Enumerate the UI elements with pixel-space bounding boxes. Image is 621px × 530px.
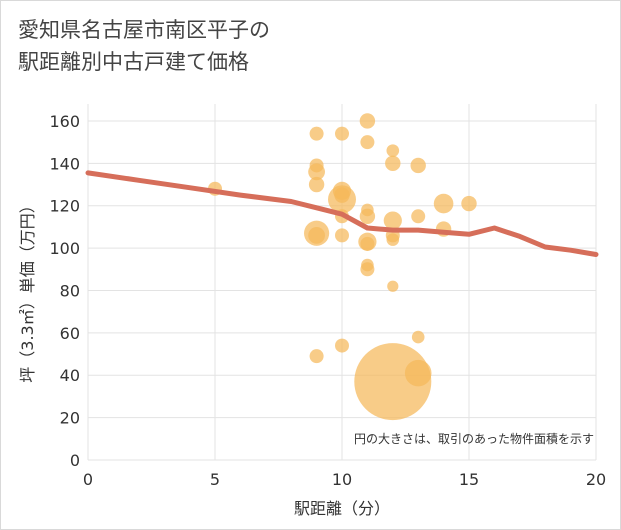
bubble-size-note: 円の大きさは、取引のあった物件面積を示す <box>354 431 594 446</box>
x-tick-label: 10 <box>332 470 352 489</box>
data-bubble <box>386 144 400 157</box>
x-tick-labels: 0 5 10 15 20 <box>83 470 606 489</box>
chart-title-line-2: 駅距離別中古戸建て価格 <box>18 50 249 74</box>
data-bubble <box>360 262 375 277</box>
y-tick-label: 60 <box>60 324 80 343</box>
data-bubble <box>309 126 324 141</box>
x-tick-label: 0 <box>83 470 93 489</box>
trend-line <box>85 170 599 257</box>
data-bubble <box>335 126 349 141</box>
y-tick-labels: 0 20 40 60 80 100 120 140 160 <box>49 112 80 470</box>
y-tick-label: 20 <box>60 409 80 428</box>
chart-title-line-1: 愛知県名古屋市南区平子の <box>18 18 270 42</box>
data-bubble <box>461 195 477 212</box>
data-bubble <box>335 338 349 353</box>
data-bubble <box>359 113 376 129</box>
y-axis-title: 坪（3.3㎡）単価（万円） <box>18 197 37 382</box>
data-bubble <box>328 185 356 214</box>
data-bubble <box>360 236 375 251</box>
data-bubble <box>335 228 349 243</box>
y-tick-label: 140 <box>49 154 80 173</box>
data-bubble <box>411 330 425 344</box>
y-tick-label: 120 <box>49 197 80 216</box>
y-tick-label: 40 <box>60 366 80 385</box>
y-tick-label: 160 <box>49 112 80 131</box>
data-bubble <box>411 209 426 224</box>
data-bubble <box>383 211 402 230</box>
data-bubble <box>309 349 324 364</box>
x-tick-label: 20 <box>586 470 606 489</box>
data-bubble <box>308 176 325 193</box>
chart-title: 愛知県名古屋市南区平子の 駅距離別中古戸建て価格 <box>18 14 270 78</box>
x-tick-label: 15 <box>459 470 479 489</box>
data-bubble <box>387 280 399 292</box>
data-bubble <box>433 193 454 214</box>
data-bubble <box>404 359 432 387</box>
data-bubble <box>308 226 325 244</box>
x-tick-label: 5 <box>210 470 220 489</box>
y-tick-label: 0 <box>70 451 80 470</box>
data-bubble <box>386 233 400 246</box>
data-bubble <box>385 155 401 172</box>
data-bubble <box>359 208 376 225</box>
data-bubble <box>360 135 375 150</box>
data-bubble <box>308 163 325 181</box>
y-tick-label: 80 <box>60 281 80 300</box>
data-bubble <box>410 157 426 174</box>
x-axis-title: 駅距離（分） <box>294 499 390 518</box>
grid-lines <box>87 104 597 461</box>
y-tick-label: 100 <box>49 239 80 258</box>
bubbles <box>208 113 477 421</box>
